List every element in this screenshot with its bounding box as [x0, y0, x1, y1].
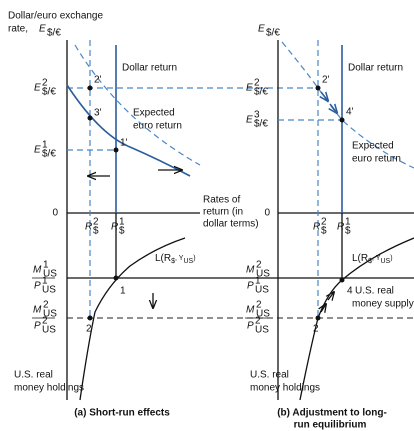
e1-label-sup: 1	[42, 140, 48, 151]
m2p2-label-den-symbol: P	[247, 321, 254, 332]
axis-title: rate,	[8, 24, 28, 35]
m2p1-label-den-symbol: P	[247, 281, 254, 292]
r2-label-symbol: R	[313, 222, 320, 233]
money-demand-label-part: )	[390, 255, 392, 262]
holdings-label: money holdings	[250, 383, 320, 394]
point-label: 3'	[94, 108, 102, 119]
r2-label-symbol: R	[85, 222, 92, 233]
point-label: 4'	[346, 107, 354, 118]
m2p1-label-num-sub: US	[256, 269, 270, 280]
m2p2-label-num-sup: 2	[256, 300, 262, 311]
m1p1-label-num-sub: US	[43, 269, 57, 280]
caption: (a) Short-run effects	[74, 408, 170, 419]
m2p2-label-num-symbol: M	[33, 305, 42, 316]
zero-label: 0	[52, 208, 58, 219]
point-label: 2'	[322, 75, 330, 86]
m2p1-label-num-symbol: M	[246, 265, 255, 276]
holdings-label: U.S. real	[250, 370, 289, 381]
money-demand-label-part: US	[183, 258, 193, 265]
e3-label-sub: $/€	[254, 119, 268, 130]
money-demand-label-part: US	[380, 258, 390, 265]
caption: run equilibrium	[294, 420, 367, 431]
r1-label-sub: $	[119, 226, 125, 237]
e3-label-symbol: E	[246, 115, 253, 126]
e2-label-sub: $/€	[254, 87, 268, 98]
x-axis-title: return (in	[203, 207, 243, 218]
m2p2-label-num-symbol: M	[246, 305, 255, 316]
m1p1-label-den-sup: 1	[42, 276, 48, 287]
m1p1-label-num-symbol: M	[33, 265, 42, 276]
point-label: 2	[86, 324, 92, 335]
r1-label-sub: $	[345, 226, 351, 237]
point-label: 1	[120, 286, 126, 297]
r1-label-symbol: R	[337, 222, 344, 233]
x-axis-title: Rates of	[203, 195, 240, 206]
m2p2-label-num-sub: US	[256, 309, 270, 320]
holdings-label: U.S. real	[14, 370, 53, 381]
e2-label-sup: 2	[254, 78, 260, 89]
money-demand-label-part: , Y	[372, 255, 381, 262]
e1-label-symbol: E	[34, 145, 41, 156]
point-label: 2	[313, 324, 319, 335]
m2p2-label-den-sup: 2	[42, 316, 48, 327]
money-supply-label: U.S. real	[355, 286, 394, 297]
panel-b-lines	[277, 40, 414, 401]
point-label: 4	[347, 286, 353, 297]
m2p1-label-den-sup: 1	[255, 276, 261, 287]
m2p1-label-num-sup: 2	[256, 260, 262, 271]
expected-return-label: euro return	[133, 121, 182, 132]
e2-label-sup: 2	[42, 78, 48, 89]
axis-title-sub: $/€	[47, 28, 61, 39]
e3-label-sup: 3	[254, 110, 260, 121]
money-demand-label-part: L(R	[352, 253, 368, 264]
r1-label-sup: 1	[119, 217, 125, 228]
m2p2-label-num-sup: 2	[43, 300, 49, 311]
money-demand-label-part: $	[171, 258, 175, 265]
money-demand-label-part: L(R	[155, 253, 171, 264]
point-label: 2'	[94, 75, 102, 86]
axis-title-sub: $/€	[266, 28, 280, 39]
m1p1-label-den-sub: US	[42, 285, 56, 296]
money-demand-label: L(R$, YUS)	[155, 253, 196, 265]
money-demand-label: L(R$, YUS)	[352, 253, 393, 265]
r1-label-symbol: R	[111, 222, 118, 233]
panel-a-lines	[66, 40, 414, 401]
e1-label-sub: $/€	[42, 149, 56, 160]
m2p2-label-den-sup: 2	[255, 316, 261, 327]
m2p1-label-den-sub: US	[255, 285, 269, 296]
e2-label-sub: $/€	[42, 87, 56, 98]
expected-return-label: Expected	[133, 108, 175, 119]
expected-return-label: Expected	[352, 141, 394, 152]
m2p2-label-den-sub: US	[42, 325, 56, 336]
m2p2-label-num-sub: US	[43, 309, 57, 320]
money-demand-label-part: $	[368, 258, 372, 265]
caption: (b) Adjustment to long-	[277, 408, 387, 419]
e2-label-symbol: E	[34, 83, 41, 94]
r2-label-sub: $	[321, 226, 327, 237]
r2-label-sub: $	[93, 226, 99, 237]
e2-label-symbol: E	[246, 83, 253, 94]
money-supply-label: money supply	[352, 299, 414, 310]
money-demand-label-part: )	[193, 255, 195, 262]
axis-title-symbol: E	[39, 24, 46, 35]
expected-return-label: euro return	[352, 154, 401, 165]
m1p1-label-den-symbol: P	[34, 281, 41, 292]
money-demand-label-part: , Y	[175, 255, 184, 262]
m1p1-label-num-sup: 1	[43, 260, 49, 271]
r2-label-sup: 2	[321, 217, 327, 228]
holdings-label: money holdings	[14, 383, 84, 394]
dollar-return-label: Dollar return	[348, 63, 403, 74]
dollar-return-label: Dollar return	[122, 63, 177, 74]
axis-title-symbol: E	[258, 24, 265, 35]
m2p2-label-den-symbol: P	[34, 321, 41, 332]
point-label: 1'	[120, 138, 128, 149]
axis-title: Dollar/euro exchange	[8, 11, 103, 22]
r1-label-sup: 1	[345, 217, 351, 228]
r2-label-sup: 2	[93, 217, 99, 228]
x-axis-title: dollar terms)	[203, 219, 259, 230]
zero-label: 0	[264, 208, 270, 219]
m2p2-label-den-sub: US	[255, 325, 269, 336]
